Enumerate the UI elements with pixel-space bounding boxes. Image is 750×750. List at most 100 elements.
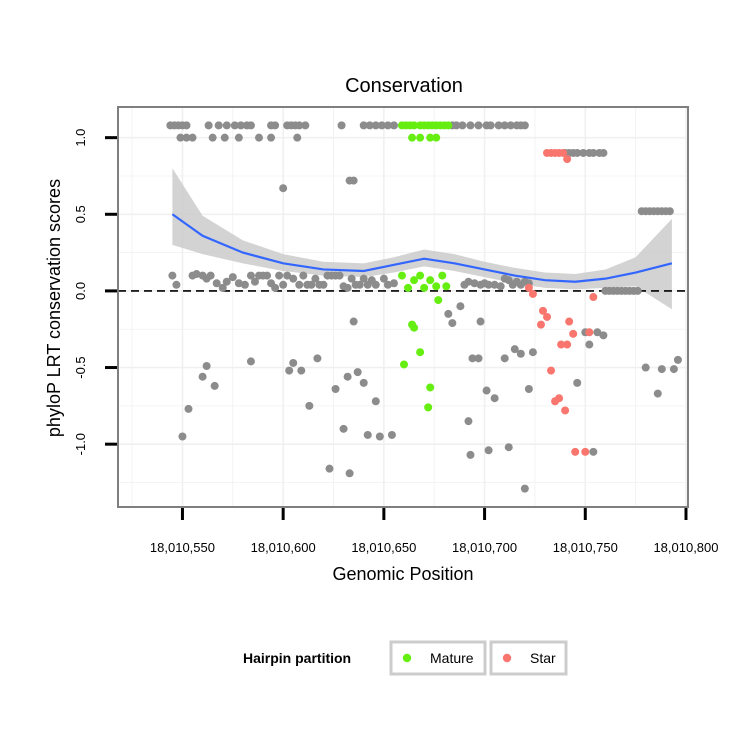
point-other xyxy=(279,280,288,289)
point-other xyxy=(263,271,272,280)
point-other xyxy=(468,354,477,363)
point-other xyxy=(476,317,485,326)
point-other xyxy=(599,148,608,157)
point-other xyxy=(345,469,354,478)
point-other xyxy=(246,121,255,130)
point-star xyxy=(538,306,547,315)
point-other xyxy=(295,121,304,130)
point-other xyxy=(297,366,306,375)
point-other xyxy=(214,121,223,130)
point-other xyxy=(339,424,348,433)
point-other xyxy=(246,357,255,366)
point-other xyxy=(633,286,642,295)
x-axis-title: Genomic Position xyxy=(332,564,473,584)
point-mature xyxy=(442,282,451,291)
point-other xyxy=(349,176,358,185)
point-other xyxy=(343,372,352,381)
legend-title: Hairpin partition xyxy=(243,650,351,666)
point-other xyxy=(299,271,308,280)
point-other xyxy=(289,358,298,367)
point-other xyxy=(347,274,356,283)
x-tick-label: 18,010,550 xyxy=(150,540,215,555)
point-other xyxy=(452,121,461,130)
plot-border xyxy=(117,106,689,508)
point-other xyxy=(466,450,475,459)
point-other xyxy=(464,417,473,426)
point-other xyxy=(305,401,314,410)
point-other xyxy=(198,372,207,381)
point-other xyxy=(444,309,453,318)
point-other xyxy=(271,283,280,292)
point-star xyxy=(555,394,564,403)
point-other xyxy=(208,133,217,142)
point-other xyxy=(307,280,316,289)
point-star xyxy=(569,329,578,338)
point-other xyxy=(204,121,213,130)
point-other xyxy=(210,381,219,390)
point-other xyxy=(301,121,310,130)
point-other xyxy=(389,121,398,130)
point-mature xyxy=(434,296,443,305)
point-other xyxy=(669,365,678,374)
point-star xyxy=(543,312,552,321)
point-other xyxy=(371,280,380,289)
point-other xyxy=(371,121,380,130)
point-star xyxy=(581,447,590,456)
point-other xyxy=(657,365,666,374)
point-other xyxy=(206,271,215,280)
point-other xyxy=(528,348,537,357)
x-axis: 18,010,550 18,010,600 18,010,650 18,010,700… xyxy=(150,508,719,555)
point-mature xyxy=(404,283,413,292)
point-other xyxy=(484,446,493,455)
point-star xyxy=(524,283,533,292)
point-other xyxy=(349,317,358,326)
x-tick-label: 18,010,600 xyxy=(251,540,316,555)
point-other xyxy=(456,302,465,311)
point-other xyxy=(379,274,388,283)
point-star xyxy=(557,340,566,349)
point-mature xyxy=(426,383,435,392)
point-other xyxy=(182,133,191,142)
point-other xyxy=(311,274,320,283)
point-star xyxy=(565,317,574,326)
y-tick-label: -0.5 xyxy=(73,356,88,378)
point-mature xyxy=(410,323,419,332)
point-other xyxy=(178,432,187,441)
point-other xyxy=(250,277,259,286)
point-other xyxy=(573,148,582,157)
point-other xyxy=(234,133,243,142)
point-star xyxy=(585,328,594,337)
point-mature xyxy=(416,348,425,357)
point-other xyxy=(319,280,328,289)
point-other xyxy=(520,484,529,493)
point-other xyxy=(202,362,211,371)
point-star xyxy=(571,447,580,456)
point-star xyxy=(563,340,572,349)
point-other xyxy=(448,319,457,328)
smooth-ribbon xyxy=(172,168,672,310)
point-other xyxy=(496,282,505,291)
y-axis-title: phyloP LRT conservation scores xyxy=(44,179,64,437)
point-mature xyxy=(397,271,406,280)
point-other xyxy=(585,340,594,349)
point-other xyxy=(295,280,304,289)
point-mature xyxy=(424,403,433,412)
legend: Hairpin partition Mature Star xyxy=(243,640,568,676)
point-other xyxy=(283,271,292,280)
point-other xyxy=(182,121,191,130)
point-other xyxy=(220,133,229,142)
point-other xyxy=(212,279,221,288)
point-other xyxy=(500,121,509,130)
point-other xyxy=(371,397,380,406)
point-other xyxy=(222,277,231,286)
point-other xyxy=(589,148,598,157)
point-other xyxy=(188,133,197,142)
point-mature xyxy=(410,121,419,130)
point-other xyxy=(510,345,519,354)
point-mature xyxy=(444,121,453,130)
point-other xyxy=(337,121,346,130)
point-other xyxy=(313,354,322,363)
smooth-ribbon-group xyxy=(172,168,672,310)
point-other xyxy=(524,384,533,393)
